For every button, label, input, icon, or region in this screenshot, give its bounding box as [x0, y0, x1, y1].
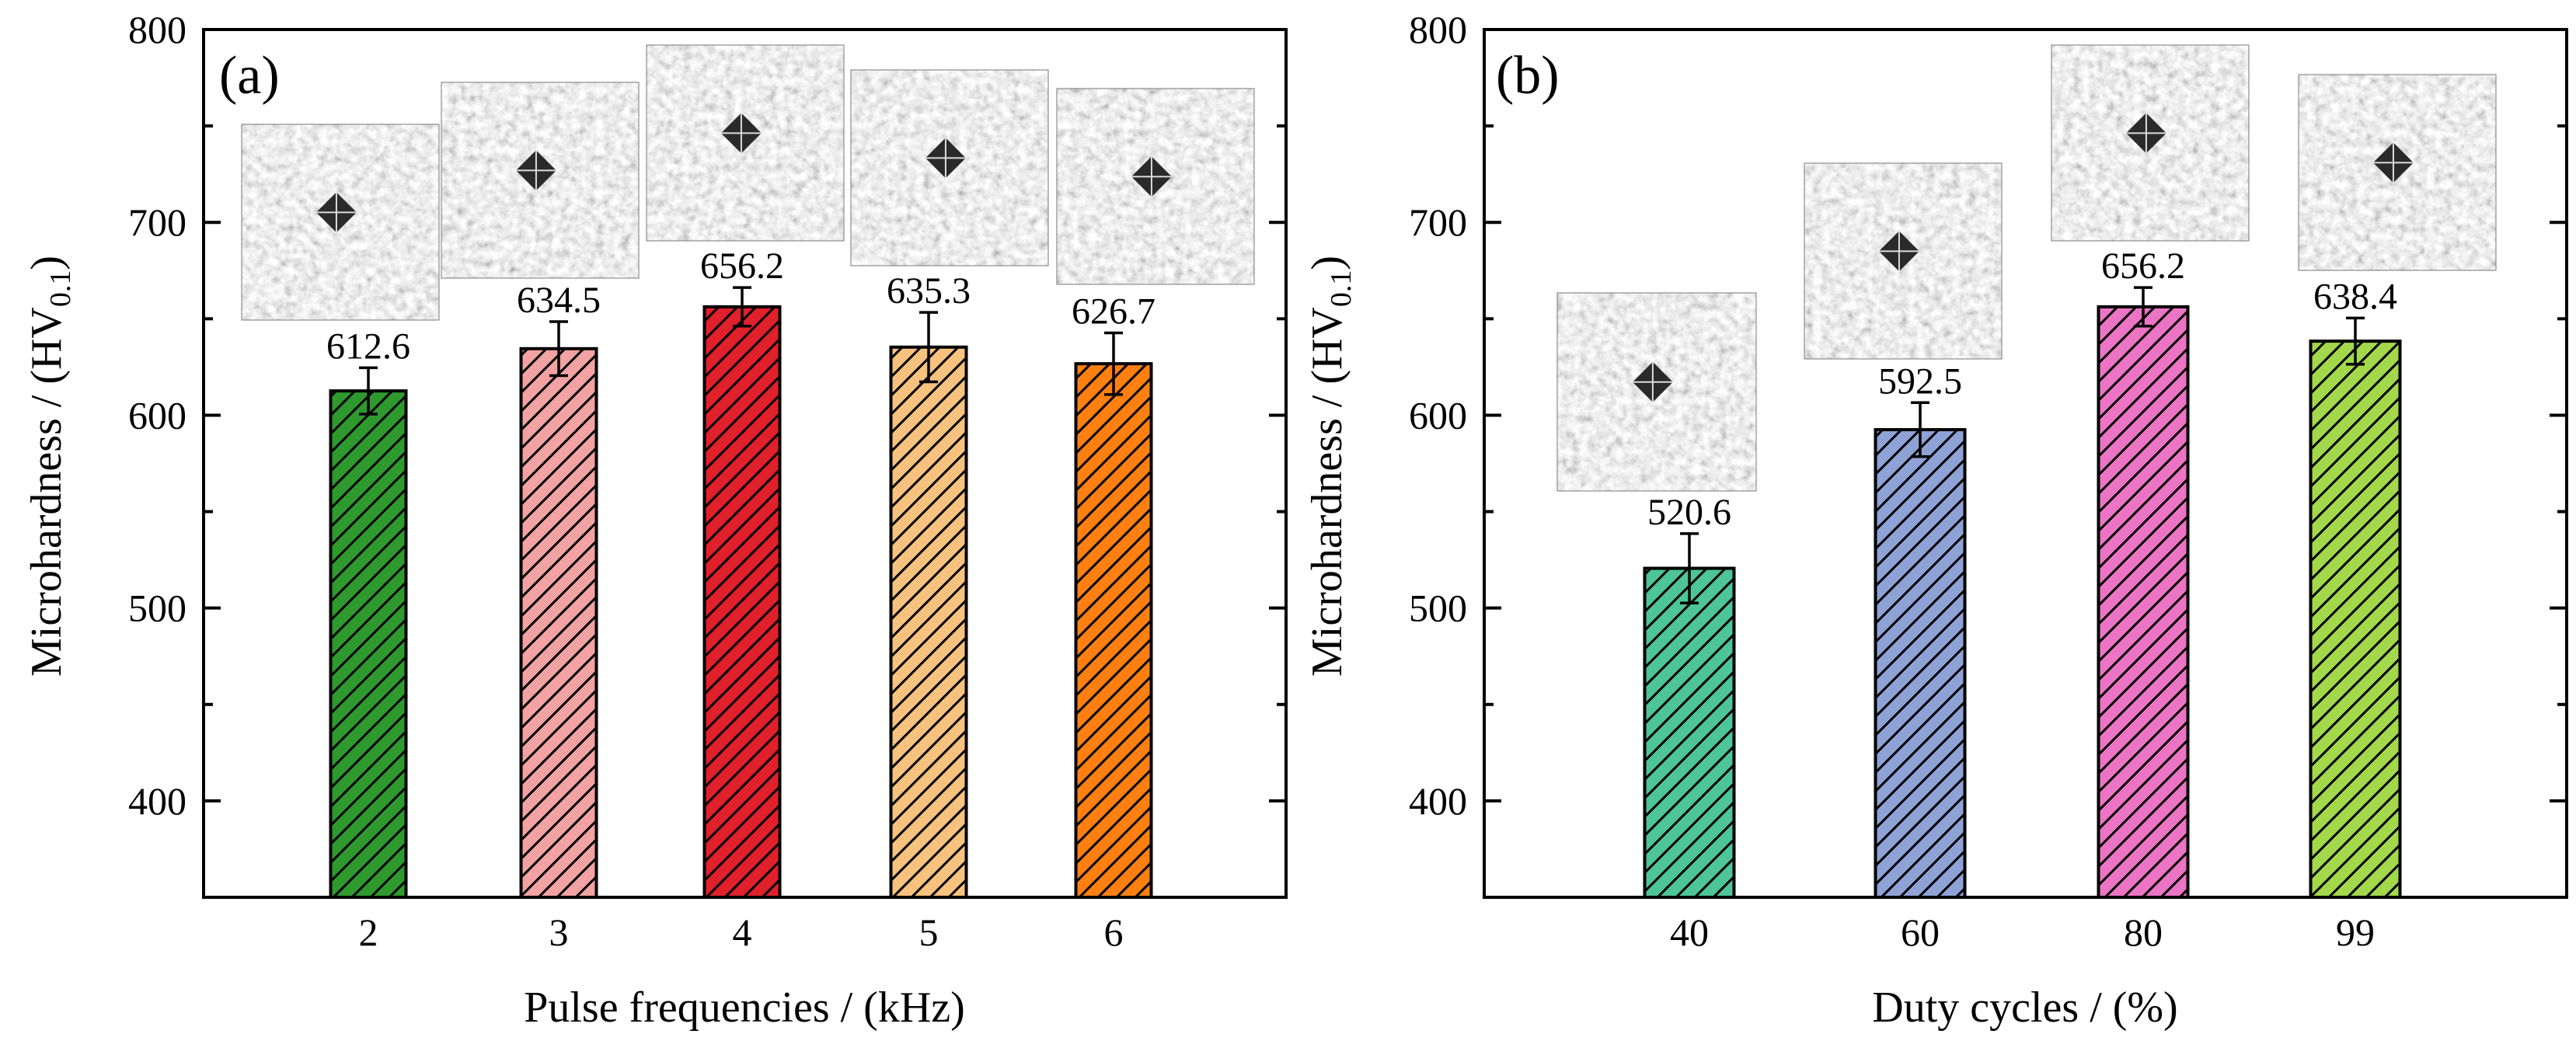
- y-axis-title-a: Microhardness / (HV0.1): [23, 256, 77, 677]
- bar-hatch-a: [891, 346, 967, 897]
- x-tick-label-b-80: 80: [2124, 910, 2163, 954]
- micrograph-frame: [241, 124, 440, 321]
- x-tick-label-a-4: 4: [733, 910, 752, 954]
- indentation-cross: [2372, 142, 2414, 183]
- x-tick-label-a-6: 6: [1104, 910, 1124, 954]
- micrograph-frame: [1804, 162, 2003, 360]
- indentation-cross: [515, 150, 556, 191]
- panel-label-b: (b): [1496, 46, 1560, 106]
- micrograph-frame: [850, 69, 1049, 266]
- micrograph-inset-a-2: [241, 124, 440, 321]
- y-tick-label-b: 700: [1409, 200, 1467, 244]
- value-label-a-4: 656.2: [700, 245, 784, 287]
- error-bar-b: [1680, 532, 1699, 604]
- error-bar-b: [2346, 316, 2365, 366]
- y-tick-label-a: 800: [128, 8, 186, 51]
- micrograph-inset-b-99: [2298, 74, 2497, 271]
- plot-frame-b: [1483, 28, 2568, 899]
- y-tick-label-a: 400: [128, 779, 186, 823]
- micrograph-frame: [646, 44, 845, 242]
- value-label-a-5: 635.3: [887, 270, 971, 312]
- bar-hatch-a: [330, 391, 406, 897]
- bar-hatch-a: [521, 348, 597, 898]
- x-tick-label-a-2: 2: [359, 910, 378, 954]
- bar-hatch-b: [1875, 430, 1965, 897]
- axis-ticks-a: 400 500 600 700 800 2 3 4 5 6: [128, 8, 1286, 954]
- micrograph-inset-a-3: [441, 82, 640, 279]
- chart-panel-b: (b) 400 500 600 700 800 40 60 80 99 520.6 592.5 65…: [1303, 8, 2568, 1032]
- value-label-b-60: 592.5: [1878, 360, 1962, 402]
- micrograph-frame: [2298, 74, 2497, 271]
- x-tick-label-a-3: 3: [549, 910, 569, 954]
- micrograph-inset-b-40: [1556, 292, 1757, 492]
- value-label-a-3: 634.5: [517, 280, 601, 321]
- bar-hatch-a: [704, 306, 780, 897]
- error-bar-a: [733, 286, 751, 328]
- y-tick-label-a: 600: [128, 393, 186, 437]
- bar-hatch-b: [2310, 341, 2400, 898]
- x-tick-label-b-60: 60: [1901, 910, 1940, 954]
- bars-a: 612.6 634.5 656.2 635.3 626.7: [241, 44, 1255, 899]
- micrograph-inset-a-6: [1056, 88, 1255, 285]
- micrograph-frame: [2051, 44, 2250, 242]
- y-tick-label-b: 500: [1409, 587, 1467, 630]
- bars-b: 520.6 592.5 656.2 638.4: [1556, 44, 2497, 899]
- x-tick-label-b-99: 99: [2336, 910, 2375, 954]
- y-tick-label-b: 400: [1409, 779, 1467, 823]
- y-axis-title-b: Microhardness / (HV0.1): [1303, 256, 1358, 677]
- error-bar-a: [359, 366, 378, 416]
- y-tick-label-b: 800: [1409, 8, 1467, 51]
- bar-hatch-b: [2098, 306, 2188, 897]
- micrograph-frame: [1556, 292, 1757, 492]
- x-tick-label-a-5: 5: [919, 910, 939, 954]
- indentation-cross: [2125, 113, 2166, 154]
- indentation-cross: [1632, 361, 1673, 402]
- x-tick-label-b-40: 40: [1670, 910, 1709, 954]
- chart-panel-a: (a) 400 500 600 700 800 2 3 4 5 6 612.6 634.5 656.2…: [23, 8, 1288, 1032]
- micrograph-inset-b-60: [1804, 162, 2003, 360]
- value-label-b-80: 656.2: [2101, 245, 2185, 287]
- value-label-b-99: 638.4: [2313, 276, 2397, 317]
- indentation-cross: [1131, 156, 1172, 197]
- error-bar-a: [1104, 331, 1123, 396]
- micrograph-inset-a-4: [646, 44, 845, 242]
- indentation-cross: [1878, 231, 1919, 272]
- x-axis-title-a: Pulse frequencies / (kHz): [524, 984, 965, 1032]
- y-tick-label-b: 600: [1409, 393, 1467, 437]
- micrograph-frame: [1056, 88, 1255, 285]
- indentation-cross: [315, 192, 357, 233]
- bar-hatch-b: [1644, 568, 1734, 897]
- y-tick-label-a: 500: [128, 587, 186, 630]
- error-bar-b: [1911, 401, 1929, 458]
- micrograph-frame: [441, 82, 640, 279]
- indentation-cross: [720, 113, 762, 154]
- x-axis-title-b: Duty cycles / (%): [1872, 984, 2177, 1032]
- error-bar-b: [2134, 286, 2152, 328]
- micrograph-inset-a-5: [850, 69, 1049, 266]
- y-tick-label-a: 700: [128, 200, 186, 244]
- error-bar-a: [919, 311, 938, 384]
- error-bar-a: [549, 320, 568, 378]
- panel-label-a: (a): [219, 46, 280, 106]
- indentation-cross: [925, 138, 966, 179]
- value-label-a-6: 626.7: [1072, 291, 1156, 332]
- micrograph-inset-b-80: [2051, 44, 2250, 242]
- value-label-a-2: 612.6: [326, 326, 410, 367]
- bar-hatch-a: [1075, 364, 1152, 898]
- value-label-b-40: 520.6: [1647, 492, 1731, 533]
